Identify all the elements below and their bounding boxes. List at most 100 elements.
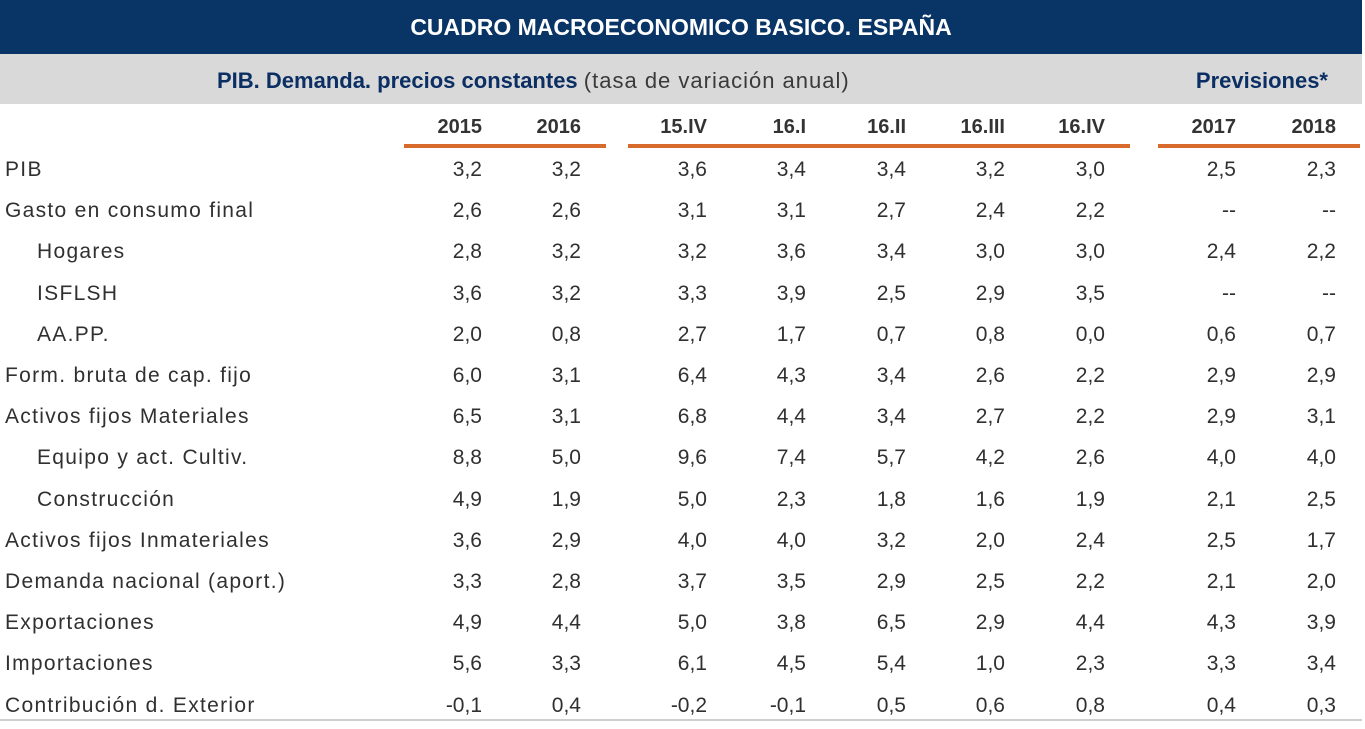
table-row: Contribución d. Exterior -0,1 0,4 -0,2 -0,1 0… <box>0 688 1362 729</box>
table-cell: 4,3 <box>776 364 806 387</box>
table-cell: 7,4 <box>776 446 806 469</box>
table-cell: 3,2 <box>677 240 707 263</box>
table-cell: 3,7 <box>677 570 707 593</box>
table-cell: 2,7 <box>876 199 906 222</box>
table-cell: 2,8 <box>452 240 482 263</box>
table-cell: 2,6 <box>551 199 581 222</box>
table-cell: 5,6 <box>452 652 482 675</box>
row-label: PIB <box>5 158 43 181</box>
row-label: Activos fijos Inmateriales <box>5 529 270 552</box>
table-cell: 2,7 <box>975 405 1005 428</box>
table-cell: 3,2 <box>876 529 906 552</box>
table-cell: 4,4 <box>1075 611 1105 634</box>
table-cell: 3,0 <box>1075 240 1105 263</box>
row-label: Contribución d. Exterior <box>5 694 256 717</box>
table-cell: 2,9 <box>1306 364 1336 387</box>
table-cell: 3,4 <box>1306 652 1336 675</box>
table-cell: 4,9 <box>452 611 482 634</box>
underline-forecast <box>1158 144 1360 148</box>
table-cell: 5,0 <box>677 611 707 634</box>
underline-quarterly <box>628 144 1130 148</box>
column-header: 2015 <box>437 116 483 138</box>
table-title: CUADRO MACROECONOMICO BASICO. ESPAÑA <box>0 0 1362 54</box>
table-cell: 3,3 <box>452 570 482 593</box>
table-cell: 6,8 <box>677 405 707 428</box>
table-cell: 0,4 <box>1206 694 1236 717</box>
table-cell: 3,4 <box>876 240 906 263</box>
table-cell: 9,6 <box>677 446 707 469</box>
table-cell: 3,4 <box>776 158 806 181</box>
table-cell: 3,4 <box>876 405 906 428</box>
row-label: Demanda nacional (aport.) <box>5 570 287 593</box>
table-cell: 2,1 <box>1206 570 1236 593</box>
table-row: Activos fijos Materiales 6,5 3,1 6,8 4,4 3,4 2… <box>0 399 1362 440</box>
table-cell: 4,3 <box>1206 611 1236 634</box>
table-cell: 3,2 <box>452 158 482 181</box>
row-label: Construcción <box>37 488 176 511</box>
table-cell: -0,1 <box>445 694 482 717</box>
table-cell: 1,7 <box>1306 529 1336 552</box>
row-label: Exportaciones <box>5 611 155 634</box>
table-row: Exportaciones 4,9 4,4 5,0 3,8 6,5 2,9 4,4 4,3 3,9 <box>0 605 1362 646</box>
table-cell: 2,6 <box>452 199 482 222</box>
table-row: Construcción 4,9 1,9 5,0 2,3 1,8 1,6 1,9 2,1 2,5 <box>0 482 1362 523</box>
column-header: 16.I <box>772 116 806 138</box>
table-cell: -- <box>1322 199 1336 222</box>
table-cell: 2,5 <box>975 570 1005 593</box>
row-label: Activos fijos Materiales <box>5 405 250 428</box>
table-cell: 2,9 <box>551 529 581 552</box>
column-header: 2016 <box>536 116 582 138</box>
table-cell: 1,0 <box>975 652 1005 675</box>
table-cell: 1,9 <box>1075 488 1105 511</box>
table-cell: 0,7 <box>876 323 906 346</box>
table-cell: 5,4 <box>876 652 906 675</box>
table-cell: 2,9 <box>1206 364 1236 387</box>
underline-annual <box>404 144 606 148</box>
table-cell: 3,6 <box>452 529 482 552</box>
table-cell: 2,0 <box>1306 570 1336 593</box>
row-label: Equipo y act. Cultiv. <box>37 446 249 469</box>
table-row: ISFLSH 3,6 3,2 3,3 3,9 2,5 2,9 3,5 -- -- <box>0 276 1362 317</box>
table-cell: 3,2 <box>551 282 581 305</box>
row-label: AA.PP. <box>37 323 110 346</box>
table-cell: 2,6 <box>975 364 1005 387</box>
table-cell: 3,3 <box>1206 652 1236 675</box>
table-cell: -0,2 <box>670 694 707 717</box>
table-cell: 2,8 <box>551 570 581 593</box>
table-row: Importaciones 5,6 3,3 6,1 4,5 5,4 1,0 2,3 3,3 3,4 <box>0 646 1362 687</box>
table-cell: 8,8 <box>452 446 482 469</box>
table-cell: -- <box>1222 199 1236 222</box>
table-row: Demanda nacional (aport.) 3,3 2,8 3,7 3,5 2,9… <box>0 564 1362 605</box>
row-label: ISFLSH <box>37 282 119 305</box>
table-cell: 6,1 <box>677 652 707 675</box>
table-cell: 2,9 <box>1206 405 1236 428</box>
table-cell: 4,0 <box>677 529 707 552</box>
table-cell: 3,6 <box>776 240 806 263</box>
table-cell: 0,3 <box>1306 694 1336 717</box>
table-cell: 2,5 <box>1306 488 1336 511</box>
table-cell: 0,6 <box>975 694 1005 717</box>
table-cell: 2,9 <box>876 570 906 593</box>
table-cell: 3,5 <box>776 570 806 593</box>
table-cell: 3,1 <box>677 199 707 222</box>
table-row: PIB 3,2 3,2 3,6 3,4 3,4 3,2 3,0 2,5 2,3 <box>0 152 1362 193</box>
table-cell: 0,5 <box>876 694 906 717</box>
table-cell: 4,0 <box>776 529 806 552</box>
column-header: 2017 <box>1191 116 1237 138</box>
table-cell: 0,8 <box>551 323 581 346</box>
table-cell: 3,2 <box>551 240 581 263</box>
table-cell: 0,7 <box>1306 323 1336 346</box>
table-cell: 0,6 <box>1206 323 1236 346</box>
table-cell: 1,6 <box>975 488 1005 511</box>
table-cell: 4,4 <box>551 611 581 634</box>
table-cell: 2,9 <box>975 282 1005 305</box>
column-header: 16.III <box>960 116 1005 138</box>
table-cell: 4,5 <box>776 652 806 675</box>
table-cell: 3,1 <box>551 405 581 428</box>
column-header: 16.II <box>867 116 906 138</box>
bottom-divider <box>0 719 1362 721</box>
table-cell: -- <box>1222 282 1236 305</box>
table-cell: 4,0 <box>1206 446 1236 469</box>
row-label: Hogares <box>37 240 126 263</box>
table-row: Activos fijos Inmateriales 3,6 2,9 4,0 4,0 3,… <box>0 523 1362 564</box>
